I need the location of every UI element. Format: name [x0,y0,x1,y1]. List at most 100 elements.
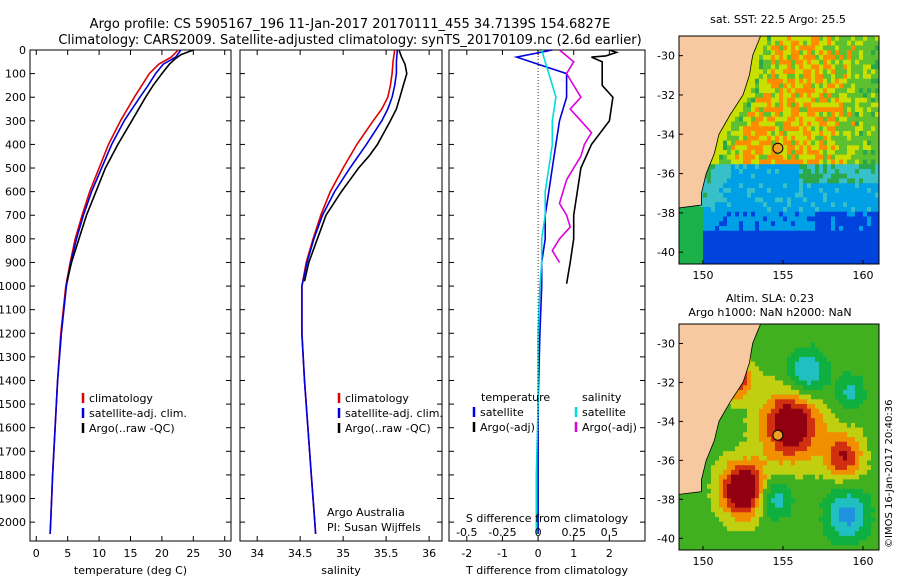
map-cell [831,112,836,118]
map-cell [723,150,728,156]
map-cell [783,50,788,56]
map-cell [807,493,812,499]
map-cell [827,88,832,94]
map-cell [803,150,808,156]
map-cell [847,422,852,429]
map-cell [779,102,784,108]
map-cell [803,338,808,344]
map-cell [799,245,804,251]
map-cell [767,526,772,532]
map-cell [807,328,812,335]
map-cell [807,221,812,227]
map-cell [743,216,748,222]
map-cell [703,254,708,260]
map-cell [807,418,812,424]
map-cell [791,226,796,232]
map-cell [871,245,876,251]
map-cell [779,418,784,424]
map-cell [835,150,840,156]
map-cell [795,493,800,499]
map-cell [871,366,876,372]
map-cell [835,437,840,443]
map-cell [831,226,836,232]
map-cell [807,202,812,208]
legend-label: Argo(-adj) [582,421,637,434]
map-cell [823,154,828,161]
map-cell [759,347,764,353]
map-cell [855,192,860,199]
map-cell [851,441,856,448]
map-cell [851,418,856,424]
map-cell [751,356,756,363]
map-cell [863,404,868,410]
map-cell [767,131,772,137]
map-cell [811,207,816,213]
map-cell [855,408,860,415]
map-cell [799,484,804,490]
map-cell [851,102,856,108]
map-cell [851,69,856,75]
map-cell [775,507,780,513]
map-cell [795,328,800,335]
map-cell [759,342,764,349]
map-cell [711,240,716,246]
map-cell [763,188,768,194]
map-cell [815,389,820,396]
map-cell [695,240,700,246]
map-cell [699,230,704,237]
map-cell [847,455,852,462]
map-cell [871,230,876,237]
map-cell [683,259,688,264]
map-cell [823,408,828,415]
map-cell [775,183,780,189]
map-cell [847,427,852,433]
map-cell [791,188,796,194]
map-cell [783,59,788,66]
map-cell [759,112,764,118]
map-cell [831,399,836,405]
map-cell [875,498,879,504]
map-cell [775,188,780,194]
map-cell [715,484,720,490]
map-cell [775,347,780,353]
map-cell [859,404,864,410]
map-cell [751,474,756,480]
map-cell [723,164,728,170]
map-cell [875,460,879,466]
map-cell [743,380,748,386]
map-cell [715,145,720,151]
map-cell [875,535,879,542]
map-cell [747,488,752,495]
map-cell [767,338,772,344]
map-cell [795,69,800,75]
map-cell [747,446,752,452]
map-cell [735,230,740,237]
map-cell [867,437,872,443]
map-cell [803,88,808,94]
map-cell [743,116,748,123]
map-cell [827,226,832,232]
map-cell [791,88,796,94]
map-cell [815,159,820,165]
map-cell [851,154,856,161]
x-tick-label: 150 [693,269,714,282]
map-cell [759,169,764,175]
map-cell [827,221,832,227]
map-cell [711,469,716,476]
map-cell [763,69,768,75]
map-cell [863,235,868,241]
map-cell [835,352,840,358]
map-cell [739,178,744,184]
map-cell [859,455,864,462]
map-cell [751,59,756,66]
map-cell [763,474,768,480]
map-cell [695,517,700,523]
map-cell [855,245,860,251]
map-cell [787,83,792,89]
map-cell [855,418,860,424]
map-cell [843,36,848,42]
map-cell [839,479,844,485]
map-cell [735,183,740,189]
map-cell [823,394,828,400]
map-cell [759,207,764,213]
